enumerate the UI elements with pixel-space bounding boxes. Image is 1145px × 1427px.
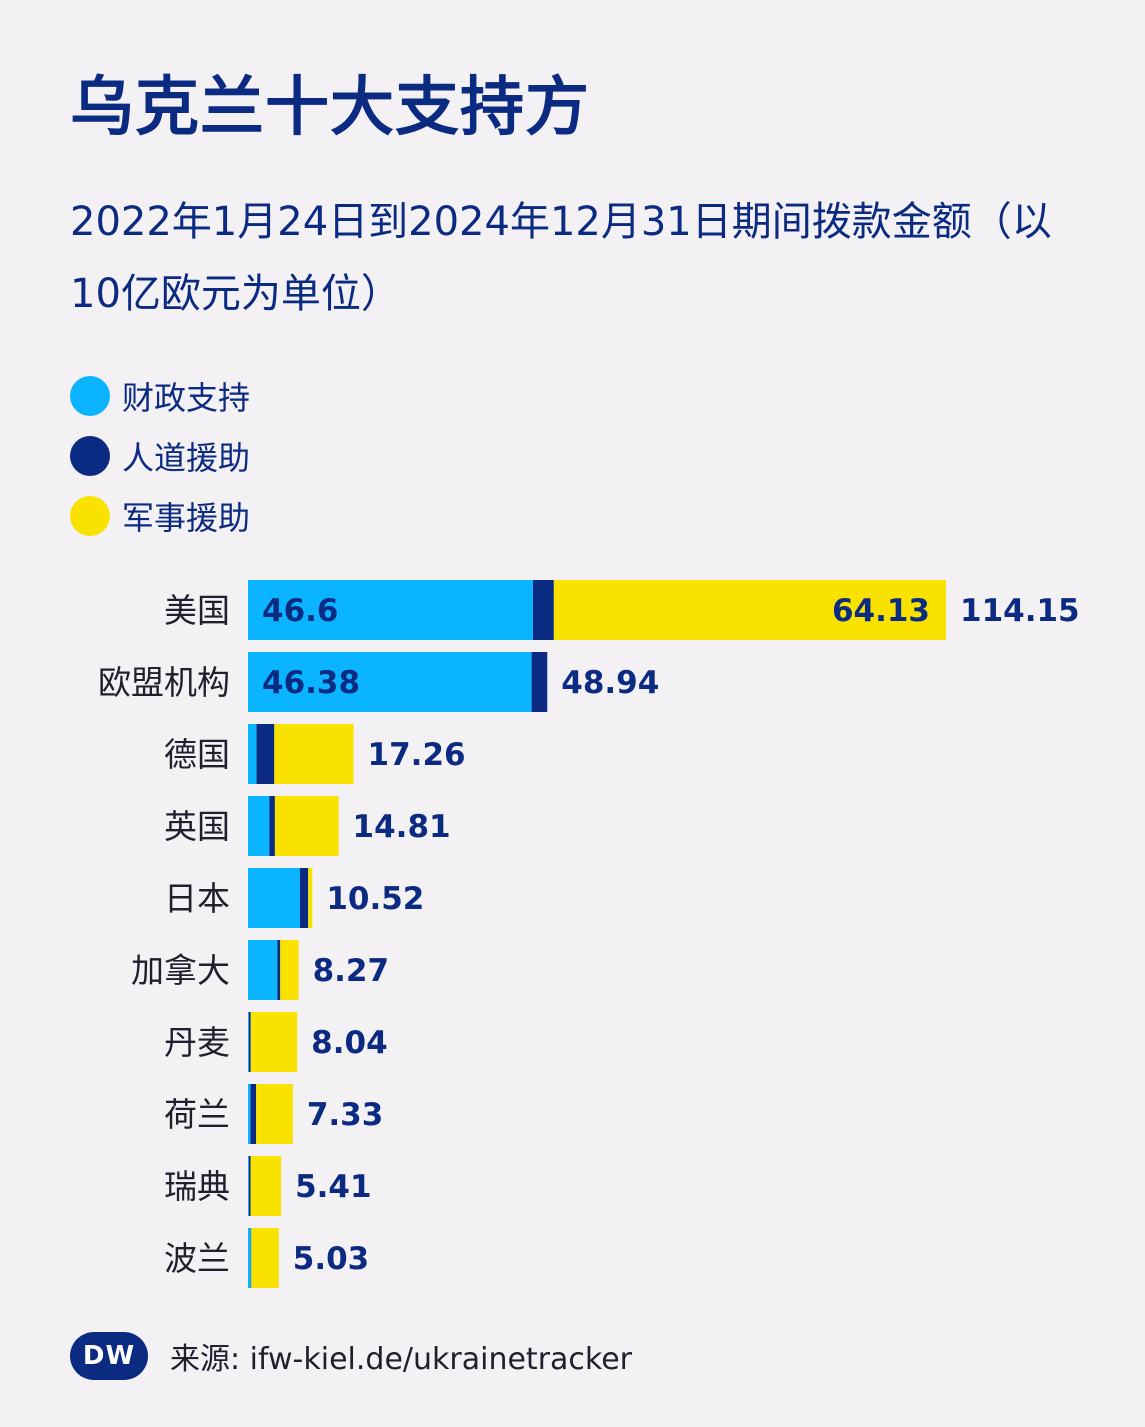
bar-segment-humanitarian (248, 1156, 251, 1216)
category-label: 日本 (164, 879, 230, 918)
bar-segment-financial (248, 1012, 249, 1072)
bar-segment-military (251, 1228, 279, 1288)
total-label: 48.94 (561, 665, 659, 701)
bar-segment-financial (248, 1156, 249, 1216)
legend-item-military: 军事援助 (70, 486, 250, 546)
bar-segment-financial (248, 580, 533, 640)
total-label: 17.26 (368, 737, 466, 773)
bar-segment-humanitarian (277, 940, 281, 1000)
bar-segment-financial (248, 652, 532, 712)
bar-segment-humanitarian (256, 724, 275, 784)
category-label: 德国 (164, 735, 230, 774)
bar-segment-financial (248, 1228, 251, 1288)
bar-segment-military (250, 1156, 282, 1216)
total-label: 10.52 (326, 881, 424, 917)
bar-segment-humanitarian (269, 796, 275, 856)
bar-segment-military (553, 580, 946, 640)
legend: 财政支持 人道援助 军事援助 (70, 366, 250, 546)
legend-item-financial: 财政支持 (70, 366, 250, 426)
legend-label-military: 军事援助 (122, 499, 251, 537)
data-label: 64.13 (832, 593, 930, 629)
category-label: 丹麦 (164, 1023, 230, 1062)
category-label: 欧盟机构 (98, 663, 230, 702)
bar-segment-military (256, 1084, 293, 1144)
bar-segment-humanitarian (531, 652, 548, 712)
bar-segment-military (308, 868, 313, 928)
legend-label-financial: 财政支持 (122, 379, 251, 417)
bar-segment-financial (248, 724, 257, 784)
total-label: 8.27 (313, 953, 390, 989)
bar-segment-humanitarian (532, 580, 554, 640)
bar-segment-military (274, 796, 339, 856)
total-label: 7.33 (307, 1097, 384, 1133)
chart-title: 乌克兰十大支持方 (70, 71, 590, 145)
total-label: 8.04 (311, 1025, 388, 1061)
category-label: 加拿大 (131, 951, 230, 990)
category-label: 瑞典 (164, 1167, 230, 1206)
legend-swatch-humanitarian (70, 436, 110, 476)
total-label: 5.03 (293, 1241, 370, 1277)
bar-segment-humanitarian (250, 1084, 257, 1144)
bar-segment-humanitarian (248, 1012, 251, 1072)
bar-segment-financial (248, 940, 278, 1000)
category-label: 美国 (164, 591, 230, 630)
legend-swatch-military (70, 496, 110, 536)
legend-label-humanitarian: 人道援助 (122, 439, 251, 477)
legend-item-humanitarian: 人道援助 (70, 426, 250, 486)
total-label: 5.41 (295, 1169, 372, 1205)
category-label: 荷兰 (164, 1095, 230, 1134)
bar-segment-financial (248, 796, 270, 856)
source-text: 来源: ifw-kiel.de/ukrainetracker (170, 1342, 632, 1377)
data-label: 46.6 (262, 593, 339, 629)
footer: DW 来源: ifw-kiel.de/ukrainetracker (70, 1332, 632, 1380)
category-label: 波兰 (164, 1239, 230, 1278)
total-label: 14.81 (353, 809, 451, 845)
bar-segment-financial (248, 1084, 251, 1144)
bar-segment-financial (248, 868, 300, 928)
bar-segment-military (250, 1012, 298, 1072)
chart-subtitle: 2022年1月24日到2024年12月31日期间拨款金额（以10亿欧元为单位） (70, 199, 1052, 317)
category-label: 英国 (164, 807, 230, 846)
legend-swatch-financial (70, 376, 110, 416)
bar-segment-military (274, 724, 354, 784)
bar-segment-humanitarian (299, 868, 309, 928)
bar-segment-military (280, 940, 299, 1000)
dw-logo: DW (70, 1332, 148, 1380)
data-label: 46.38 (262, 665, 360, 701)
total-label: 114.15 (960, 593, 1080, 629)
